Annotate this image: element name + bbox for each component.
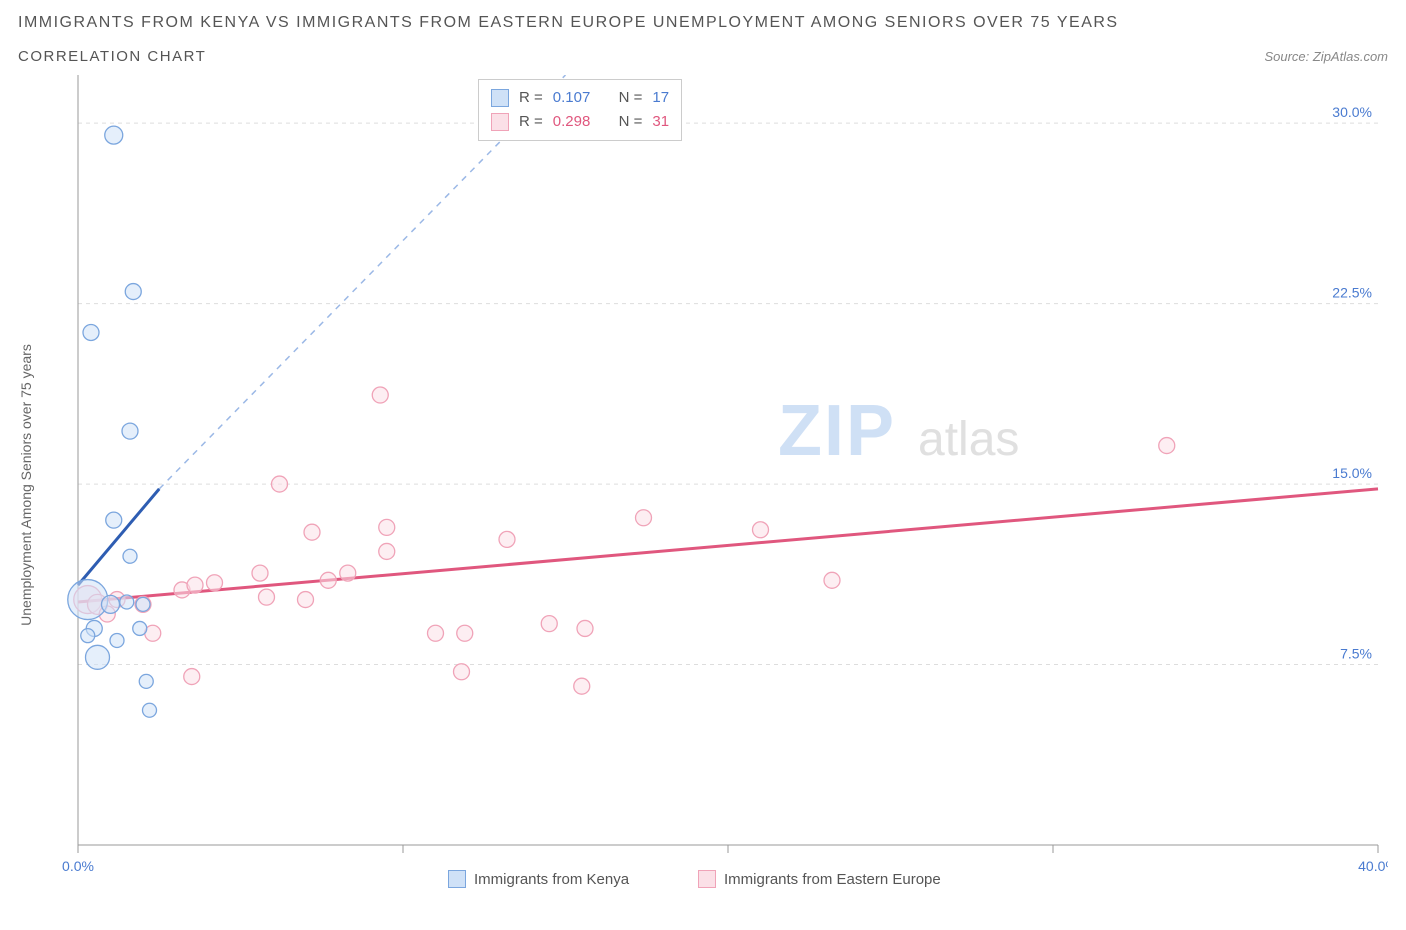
point-pink (184, 669, 200, 685)
n-value: 17 (652, 86, 669, 110)
point-pink (541, 616, 557, 632)
point-pink (574, 678, 590, 694)
r-label: R = (519, 86, 543, 110)
point-pink (372, 387, 388, 403)
point-blue (86, 645, 110, 669)
pink-series-label: Immigrants from Eastern Europe (724, 871, 941, 888)
x-tick-label: 0.0% (62, 858, 94, 874)
bottom-legend-pink: Immigrants from Eastern Europe (698, 870, 941, 888)
point-pink (298, 592, 314, 608)
point-blue (106, 512, 122, 528)
y-tick-label: 30.0% (1332, 104, 1372, 120)
r-value: 0.298 (553, 110, 591, 134)
point-pink (187, 577, 203, 593)
y-axis-label: Unemployment Among Seniors over 75 years (18, 344, 34, 626)
chart-area: Unemployment Among Seniors over 75 years… (18, 75, 1388, 895)
point-pink (304, 524, 320, 540)
y-tick-label: 15.0% (1332, 465, 1372, 481)
point-pink (340, 565, 356, 581)
r-value: 0.107 (553, 86, 591, 110)
point-pink (753, 522, 769, 538)
source-label: Source: ZipAtlas.com (1264, 49, 1388, 64)
chart-title: IMMIGRANTS FROM KENYA VS IMMIGRANTS FROM… (18, 14, 1388, 32)
trend-line-pink (78, 489, 1378, 602)
point-pink (320, 572, 336, 588)
chart-subtitle: CORRELATION CHART (18, 48, 206, 65)
point-pink (577, 620, 593, 636)
scatter-chart-svg: 7.5% 15.0% 22.5% 30.0% ZIP atlas 0.0% 40.0% (18, 75, 1388, 895)
point-pink (454, 664, 470, 680)
bottom-legend-blue: Immigrants from Kenya (448, 870, 629, 888)
point-pink (1159, 438, 1175, 454)
point-pink (457, 625, 473, 641)
n-value: 31 (652, 110, 669, 134)
point-pink (207, 575, 223, 591)
pink-swatch-icon (698, 870, 716, 888)
point-pink (259, 589, 275, 605)
point-pink (272, 476, 288, 492)
blue-swatch-icon (448, 870, 466, 888)
n-label: N = (619, 110, 643, 134)
point-pink (252, 565, 268, 581)
swatch-icon (491, 113, 509, 131)
trend-line-blue (78, 489, 159, 585)
point-blue (81, 629, 95, 643)
point-pink (824, 572, 840, 588)
swatch-icon (491, 89, 509, 107)
n-label: N = (619, 86, 643, 110)
x-tick-label: 40.0% (1358, 858, 1388, 874)
point-blue (110, 633, 124, 647)
point-blue (83, 324, 99, 340)
stats-legend-box: R = 0.107 N = 17R = 0.298 N = 31 (478, 79, 682, 141)
point-blue (68, 580, 108, 620)
r-label: R = (519, 110, 543, 134)
point-blue (122, 423, 138, 439)
blue-series-label: Immigrants from Kenya (474, 871, 629, 888)
point-blue (102, 595, 120, 613)
point-blue (136, 597, 150, 611)
point-pink (428, 625, 444, 641)
watermark-atlas: atlas (918, 413, 1019, 466)
watermark-zip: ZIP (778, 391, 896, 471)
point-pink (499, 531, 515, 547)
point-blue (133, 621, 147, 635)
point-pink (379, 543, 395, 559)
point-blue (123, 549, 137, 563)
point-blue (143, 703, 157, 717)
point-pink (379, 519, 395, 535)
point-blue (125, 284, 141, 300)
stats-row: R = 0.107 N = 17 (491, 86, 669, 110)
point-blue (105, 126, 123, 144)
stats-row: R = 0.298 N = 31 (491, 110, 669, 134)
point-blue (120, 595, 134, 609)
y-tick-label: 22.5% (1332, 285, 1372, 301)
y-tick-label: 7.5% (1340, 646, 1372, 662)
subtitle-row: CORRELATION CHART Source: ZipAtlas.com (18, 48, 1388, 65)
point-blue (139, 674, 153, 688)
point-pink (636, 510, 652, 526)
